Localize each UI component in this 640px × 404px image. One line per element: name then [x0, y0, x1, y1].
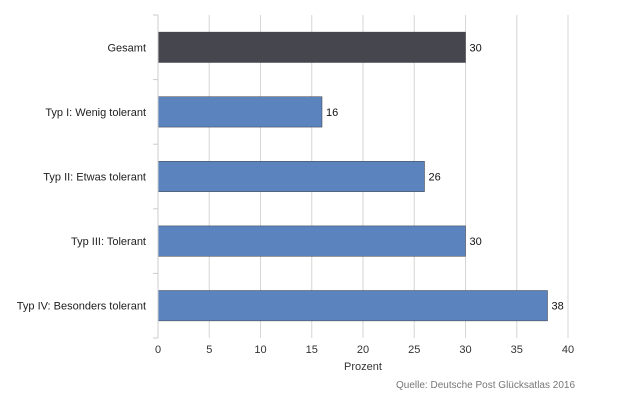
- value-label: 16: [326, 107, 338, 119]
- labels: 0 5 10 15 20 25 30 35 40 Gesamt 30 Typ I: Wenig tol…: [17, 42, 574, 356]
- bar: [157, 161, 425, 192]
- category-label: Typ I: Wenig tolerant: [45, 107, 146, 119]
- x-tick-label: 10: [254, 344, 266, 356]
- x-tick-label: 5: [206, 344, 212, 356]
- bars: [157, 31, 548, 322]
- x-tick-label: 0: [155, 344, 161, 356]
- category-label: Gesamt: [107, 42, 146, 54]
- x-tick-label: 15: [306, 344, 318, 356]
- x-tick-label: 35: [511, 344, 523, 356]
- value-label: 30: [470, 42, 482, 54]
- bar: [157, 225, 466, 257]
- value-label: 38: [552, 301, 564, 313]
- category-label: Typ III: Tolerant: [71, 236, 146, 248]
- source-note: Quelle: Deutsche Post Glücksatlas 2016: [396, 380, 575, 391]
- x-tick-label: 20: [357, 344, 369, 356]
- bar: [157, 290, 548, 322]
- bar: [157, 96, 323, 128]
- value-label: 26: [429, 172, 441, 184]
- x-tick-label: 40: [562, 344, 574, 356]
- x-tick-label: 25: [408, 344, 420, 356]
- category-label: Typ II: Etwas tolerant: [43, 172, 146, 184]
- x-axis-title: Prozent: [344, 361, 382, 373]
- bar: [157, 31, 466, 63]
- x-tick-label: 30: [459, 344, 471, 356]
- value-label: 30: [470, 236, 482, 248]
- category-label: Typ IV: Besonders tolerant: [17, 301, 146, 313]
